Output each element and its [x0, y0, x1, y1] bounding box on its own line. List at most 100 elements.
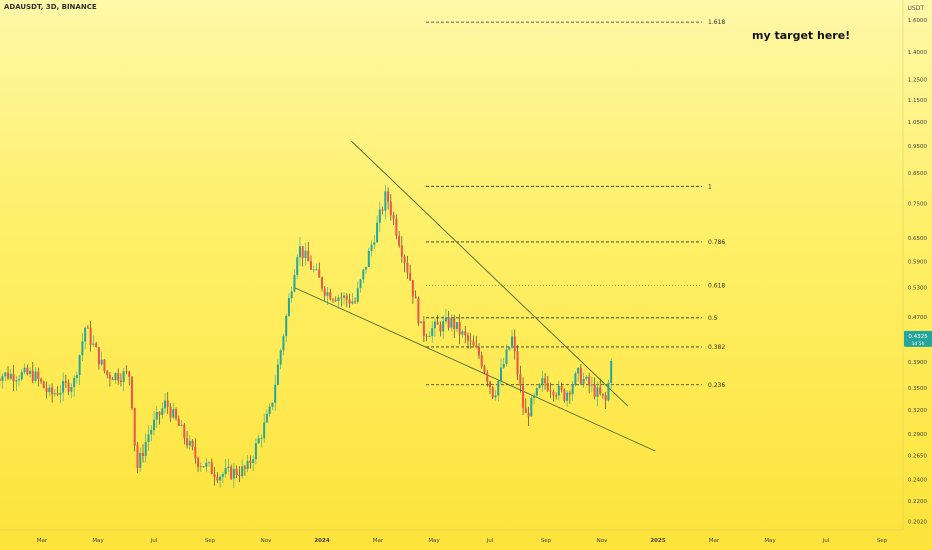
candle-body	[447, 317, 450, 328]
candle-body	[486, 372, 489, 382]
candle-body	[604, 395, 607, 401]
time-tick-label: Nov	[597, 538, 608, 544]
candle-body	[389, 201, 392, 216]
candle-body	[483, 366, 486, 373]
target-annotation: my target here!	[752, 29, 851, 42]
candle-body	[290, 291, 293, 299]
candle-body	[549, 390, 552, 392]
candle-body	[100, 359, 103, 365]
candle-body	[508, 347, 511, 350]
price-tick-label: 0.5300	[908, 286, 928, 292]
fib-level-label: 1.618	[708, 19, 725, 26]
candle-body	[285, 315, 288, 337]
candle-body	[422, 321, 425, 337]
candle-body	[221, 474, 224, 477]
candle-body	[309, 261, 312, 270]
candle-body	[166, 400, 169, 407]
candle-body	[224, 467, 227, 475]
candle-body	[75, 375, 78, 378]
candle-body	[108, 374, 111, 379]
candle-body	[530, 398, 533, 417]
candle-body	[241, 466, 244, 477]
candle-body	[455, 322, 458, 329]
candle-body	[172, 409, 175, 418]
candle-body	[164, 400, 167, 409]
candle-body	[235, 468, 238, 475]
candle-body	[249, 460, 252, 463]
candle-body	[210, 462, 213, 474]
candle-body	[51, 387, 54, 395]
candle-body	[345, 295, 348, 300]
candle-body	[494, 395, 497, 398]
candle-body	[544, 378, 547, 384]
candle-body	[274, 384, 277, 403]
chart-symbol-title: ADAUSDT, 3D, BINANCE	[4, 3, 97, 11]
candle-body	[428, 336, 431, 337]
candle-body	[147, 434, 150, 443]
candle-body	[287, 298, 290, 316]
time-tick-label: Mar	[37, 538, 48, 544]
candle-body	[533, 395, 536, 399]
candle-countdown: 1d 5h	[912, 341, 925, 347]
candle-body	[453, 317, 456, 329]
candle-body	[577, 367, 580, 374]
candle-body	[59, 392, 62, 395]
candle-body	[590, 384, 593, 386]
current-price-value: 0.4325	[908, 334, 928, 340]
time-tick-label: Jul	[486, 538, 494, 544]
candle-body	[513, 336, 516, 352]
candle-body	[31, 370, 34, 381]
time-tick-label: May	[92, 538, 104, 544]
scale-mode-label[interactable]: USDT	[907, 5, 925, 12]
candle-body	[436, 321, 439, 325]
candle-body	[188, 440, 191, 446]
candle-body	[411, 280, 414, 297]
candle-body	[169, 406, 172, 418]
candle-body	[128, 371, 131, 377]
fib-levels: 1.618 1 0.786 0.618 0.5 0.382 0.236	[426, 19, 725, 389]
candle-body	[42, 381, 45, 388]
fib-level-label: 0.236	[708, 382, 725, 389]
candle-body	[139, 452, 142, 468]
candle-body	[26, 367, 29, 375]
candle-body	[497, 380, 500, 396]
candle-body	[378, 209, 381, 223]
candle-body	[180, 424, 183, 426]
candle-body	[133, 408, 136, 446]
candle-body	[444, 317, 447, 322]
candle-body	[566, 392, 569, 401]
candle-body	[373, 242, 376, 245]
candle-body	[37, 371, 40, 379]
candle-body	[268, 406, 271, 414]
candle-body	[89, 327, 92, 345]
candle-body	[557, 385, 560, 396]
candle-body	[45, 387, 48, 392]
wedge-upper-line[interactable]	[351, 140, 629, 407]
time-tick-label: May	[764, 538, 776, 544]
time-tick-label: Jul	[150, 538, 158, 544]
candle-body	[381, 209, 384, 211]
price-tick-label: 0.4700	[908, 315, 928, 321]
price-tick-label: 0.7500	[908, 201, 928, 207]
wedge-lower-line[interactable]	[294, 287, 656, 452]
candle-body	[199, 466, 202, 468]
candle-body	[296, 257, 299, 275]
candle-body	[596, 387, 599, 397]
candle-body	[111, 378, 114, 381]
fib-level-label: 0.786	[708, 239, 725, 246]
candle-body	[403, 256, 406, 263]
candle-body	[23, 367, 26, 373]
price-tick-label: 1.4000	[908, 50, 928, 56]
fib-level-label: 0.5	[708, 315, 718, 322]
candle-body	[216, 477, 219, 481]
candle-body	[293, 274, 296, 292]
candle-body	[125, 371, 128, 373]
candle-body	[560, 385, 563, 390]
fib-level-label: 0.382	[708, 344, 725, 351]
candle-body	[392, 215, 395, 219]
time-tick-label: May	[428, 538, 440, 544]
candle-body	[7, 372, 10, 379]
time-tick-label: 2024	[314, 538, 329, 544]
candle-body	[384, 191, 387, 211]
